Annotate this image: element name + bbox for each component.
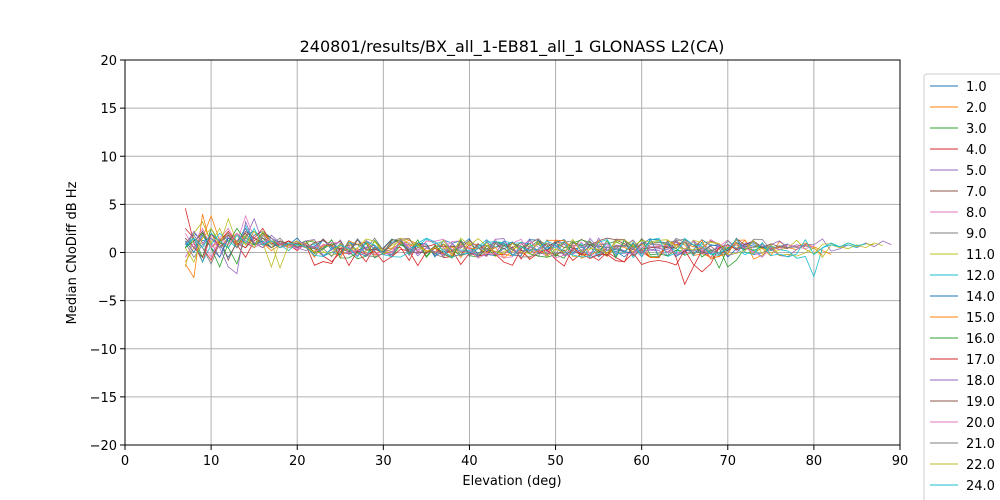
series-line-20.0 (184, 227, 815, 259)
series-line-22.0 (184, 217, 875, 270)
x-tick-label: 20 (289, 454, 306, 469)
legend-label: 18.0 (966, 374, 995, 389)
legend-label: 11.0 (966, 248, 995, 263)
chart-title: 240801/results/BX_all_1-EB81_all_1 GLONA… (300, 37, 725, 57)
legend-label: 17.0 (966, 353, 995, 368)
series-line-19.0 (185, 230, 789, 259)
y-tick-label: −20 (90, 439, 117, 454)
y-tick-label: 20 (100, 54, 117, 69)
legend-box (923, 73, 1000, 500)
x-tick-label: 80 (806, 454, 823, 469)
y-axis-label: Median CNoDiff dB Hz (65, 181, 80, 324)
x-tick-label: 60 (633, 454, 650, 469)
series-layer (184, 208, 892, 286)
legend-label: 4.0 (966, 143, 987, 158)
legend-label: 12.0 (966, 269, 995, 284)
x-tick-label: 0 (121, 454, 129, 469)
y-tick-label: −10 (90, 343, 117, 358)
legend-label: 22.0 (966, 458, 995, 473)
x-tick-label: 50 (547, 454, 564, 469)
legend-label: 9.0 (966, 227, 987, 242)
y-tick-label: −15 (90, 391, 117, 406)
x-tick-label: 10 (203, 454, 220, 469)
legend-label: 15.0 (966, 311, 995, 326)
legend-label: 8.0 (966, 206, 987, 221)
legend: 1.0 2.0 3.0 4.0 5.0 7.0 8.0 9.0 11.0 12.0 14.0 15.0… (923, 73, 1000, 500)
x-axis-ticks: 0 10 20 30 40 50 60 70 80 90 (121, 445, 908, 469)
x-tick-label: 30 (375, 454, 392, 469)
legend-label: 14.0 (966, 290, 995, 305)
legend-label: 5.0 (966, 164, 987, 179)
legend-label: 3.0 (966, 122, 987, 137)
x-tick-label: 90 (892, 454, 909, 469)
legend-label: 7.0 (966, 185, 987, 200)
x-tick-label: 40 (461, 454, 478, 469)
x-tick-label: 70 (720, 454, 737, 469)
y-tick-label: 0 (109, 247, 117, 262)
legend-label: 21.0 (966, 437, 995, 452)
y-tick-label: 10 (100, 150, 117, 165)
y-tick-label: 5 (109, 198, 117, 213)
legend-label: 19.0 (966, 395, 995, 410)
legend-label: 16.0 (966, 332, 995, 347)
x-axis-label: Elevation (deg) (462, 474, 561, 489)
series-line-17.0 (185, 227, 746, 273)
legend-label: 20.0 (966, 416, 995, 431)
y-tick-label: 15 (100, 102, 117, 117)
series-line-24.0 (185, 227, 866, 258)
y-tick-label: −5 (98, 295, 117, 310)
legend-label: 2.0 (966, 101, 987, 116)
legend-label: 1.0 (966, 80, 987, 95)
legend-label: 24.0 (966, 479, 995, 494)
y-axis-ticks: −20 −15 −10 −5 0 5 10 15 20 (90, 54, 125, 454)
